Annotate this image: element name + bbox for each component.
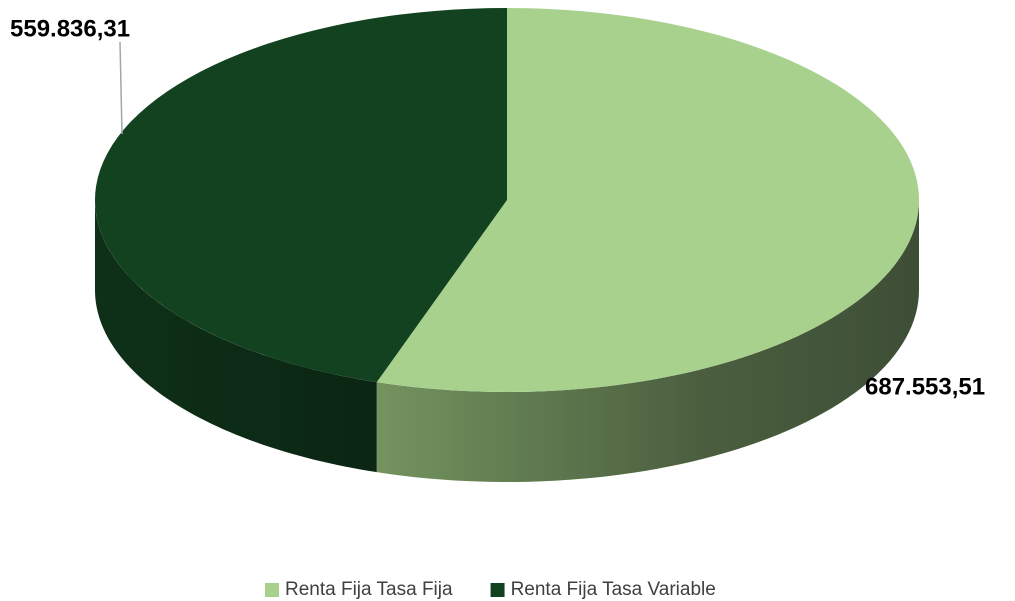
legend-swatch [265,583,279,597]
slice [95,8,507,383]
legend-swatch [490,583,505,597]
legend-label: Renta Fija Tasa Fija [285,579,453,600]
leader-line [119,41,123,135]
data-label: 559.836,31 [10,15,130,42]
legend-label: Renta Fija Tasa Variable [511,579,716,600]
slice [376,8,920,392]
slice-side [376,200,920,482]
slice-side [95,200,377,473]
data-label: 687.553,51 [865,373,985,400]
